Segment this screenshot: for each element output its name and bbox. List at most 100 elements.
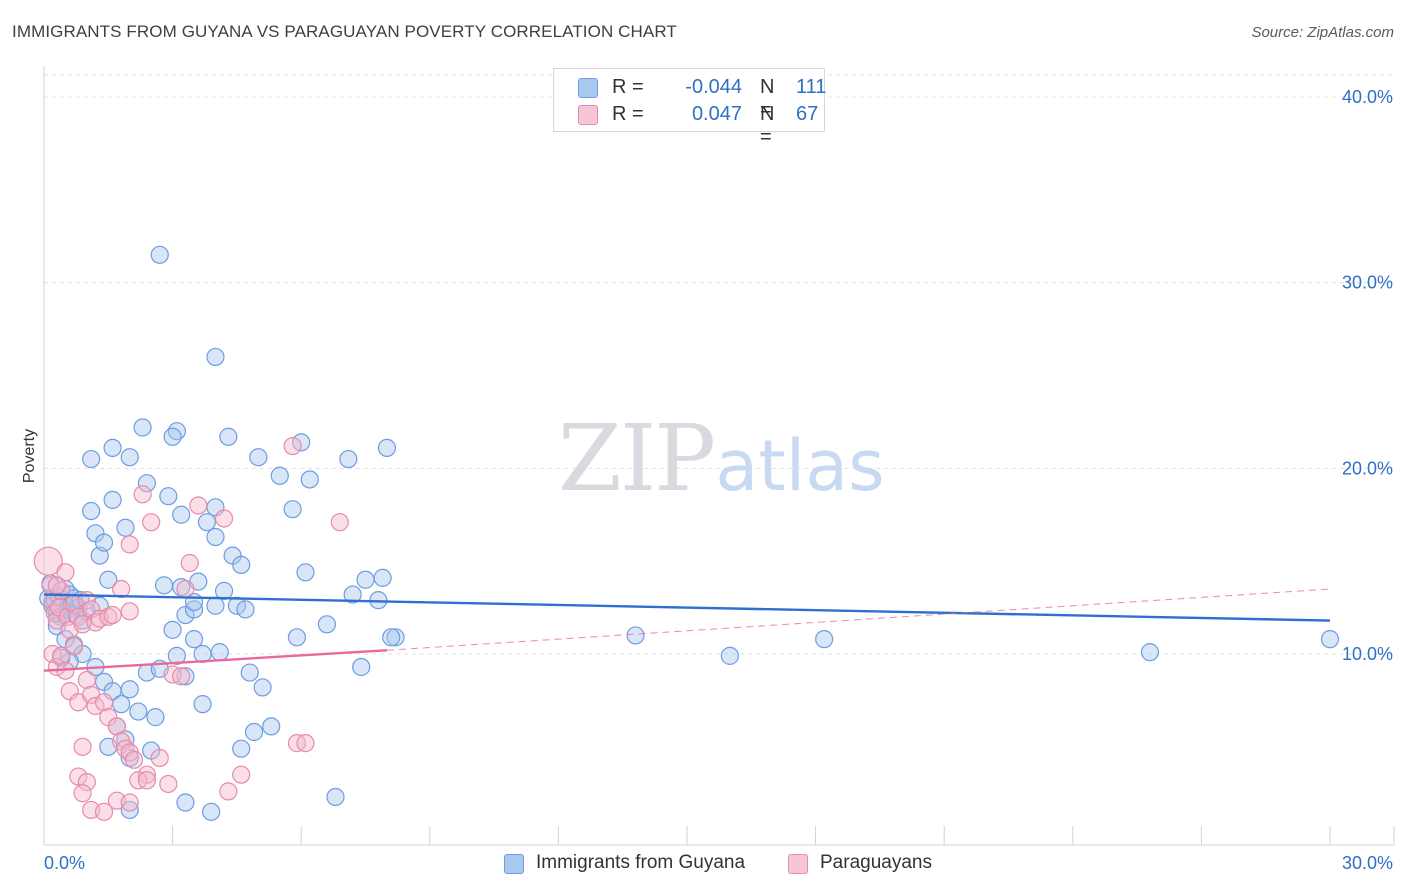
data-point-guyana <box>184 600 204 619</box>
data-point-guyana <box>253 678 272 697</box>
data-point-guyana <box>1320 630 1340 649</box>
y-tick-label: 20.0% <box>1342 458 1393 478</box>
data-point-paraguayans <box>52 646 71 665</box>
data-point-paraguayans <box>172 667 191 686</box>
data-point-paraguayans <box>77 670 96 690</box>
data-point-guyana <box>202 802 221 821</box>
trend-extension-paraguayans <box>386 588 1331 651</box>
data-point-guyana <box>120 800 139 820</box>
data-point-guyana <box>815 630 834 649</box>
data-point-guyana <box>133 418 152 437</box>
trend-line-paraguayans <box>43 649 388 672</box>
data-point-guyana <box>296 563 315 582</box>
correlation-legend: R = -0.044 N = 111 R = 0.047 N = 67 <box>553 68 827 148</box>
data-point-paraguayans <box>189 496 208 515</box>
data-point-paraguayans <box>124 750 144 769</box>
data-point-guyana <box>720 646 739 665</box>
data-point-guyana <box>317 615 337 634</box>
data-point-guyana <box>82 449 101 469</box>
data-point-guyana <box>386 628 405 647</box>
data-point-guyana <box>103 490 122 509</box>
data-point-guyana <box>163 427 182 446</box>
data-point-guyana <box>146 708 165 727</box>
data-point-paraguayans <box>107 717 126 736</box>
data-point-guyana <box>116 518 135 537</box>
data-point-guyana <box>249 448 268 467</box>
legend-n-label: N = <box>760 103 775 148</box>
data-point-guyana <box>120 448 139 467</box>
bottom-legend-label-paraguayans: Paraguayans <box>820 852 932 873</box>
legend-swatch-paraguayans <box>578 105 598 125</box>
axes <box>43 66 1395 846</box>
legend-r-value: -0.044 <box>685 76 742 98</box>
data-point-guyana <box>343 585 362 604</box>
data-point-paraguayans <box>73 784 92 803</box>
data-point-paraguayans <box>73 737 92 756</box>
data-point-paraguayans <box>94 802 114 821</box>
legend-n-value: 111 <box>796 76 827 98</box>
data-point-paraguayans <box>103 605 122 625</box>
series-guyana <box>39 245 1340 821</box>
legend-swatch-guyana <box>578 78 598 98</box>
data-point-guyana <box>326 787 345 807</box>
legend-r-value: 0.047 <box>691 103 742 125</box>
data-point-paraguayans <box>283 436 302 456</box>
data-point-guyana <box>197 513 216 532</box>
legend-n-value: 67 <box>796 103 819 125</box>
data-point-paraguayans <box>94 693 114 712</box>
data-point-guyana <box>1140 643 1160 662</box>
data-point-guyana <box>232 555 251 574</box>
y-axis-label: Poverty <box>21 429 38 483</box>
data-point-guyana <box>154 576 174 595</box>
data-point-guyana <box>112 695 131 714</box>
chart-title: IMMIGRANTS FROM GUYANA VS PARAGUAYAN POV… <box>12 22 677 41</box>
watermark-zip: ZIP <box>558 405 714 512</box>
data-point-paraguayans <box>180 553 199 573</box>
legend-r-label: R = <box>612 76 644 98</box>
data-point-guyana <box>99 570 118 589</box>
data-point-paraguayans <box>137 771 156 790</box>
data-point-guyana <box>163 620 182 639</box>
data-point-guyana <box>377 438 397 458</box>
data-point-paraguayans <box>112 579 131 599</box>
data-point-guyana <box>236 600 255 619</box>
watermark-atlas: atlas <box>715 425 884 507</box>
data-point-paraguayans <box>214 509 234 528</box>
data-point-guyana <box>137 474 156 493</box>
data-point-paraguayans <box>142 513 161 532</box>
data-point-guyana <box>339 449 358 469</box>
x-tick-label: 30.0% <box>1342 853 1393 873</box>
data-point-guyana <box>382 628 401 647</box>
data-point-guyana <box>176 793 195 812</box>
legend-r-label: R = <box>612 103 644 125</box>
data-point-guyana <box>356 570 375 589</box>
data-point-paraguayans <box>296 734 315 753</box>
data-point-paraguayans <box>64 637 84 656</box>
data-point-guyana <box>184 630 204 649</box>
x-tick-label: 0.0% <box>44 853 85 873</box>
bottom-legend-swatch-paraguayans <box>788 854 808 874</box>
data-point-guyana <box>120 680 139 699</box>
data-point-paraguayans <box>47 576 66 595</box>
series-paraguayans <box>33 436 349 821</box>
data-point-paraguayans <box>120 535 139 554</box>
data-point-guyana <box>210 643 229 662</box>
data-point-guyana <box>240 663 259 682</box>
y-tick-label: 10.0% <box>1342 644 1393 664</box>
data-point-guyana <box>206 527 225 547</box>
data-point-paraguayans <box>159 774 178 794</box>
data-point-paraguayans <box>120 793 139 812</box>
data-point-guyana <box>214 581 234 600</box>
data-point-paraguayans <box>232 765 251 784</box>
data-point-guyana <box>159 487 178 506</box>
data-point-paraguayans <box>133 485 152 504</box>
data-point-guyana <box>283 500 302 519</box>
source-label: Source: ZipAtlas.com <box>1251 24 1394 41</box>
data-point-guyana <box>206 347 225 367</box>
y-tick-label: 30.0% <box>1342 273 1393 293</box>
data-point-guyana <box>270 466 289 485</box>
data-point-guyana <box>206 596 225 615</box>
bottom-legend-label-guyana: Immigrants from Guyana <box>536 852 746 873</box>
data-point-paraguayans <box>176 579 195 599</box>
